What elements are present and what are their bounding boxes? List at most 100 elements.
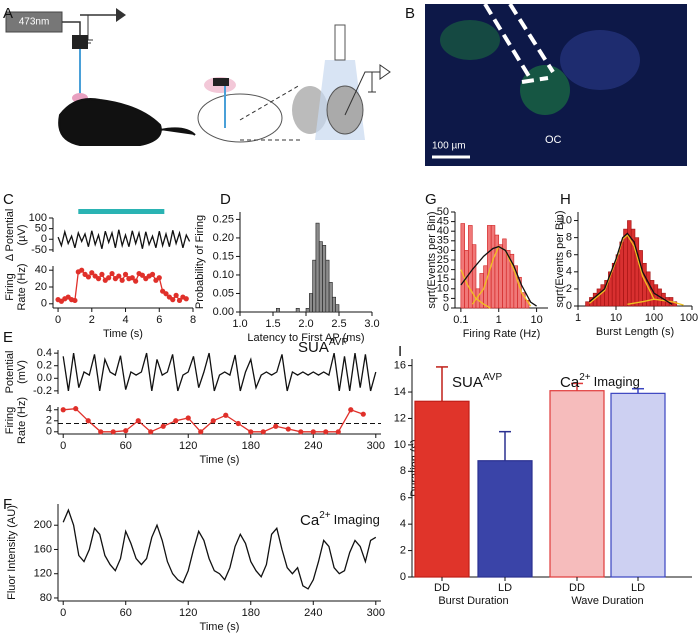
panel-label: A xyxy=(3,5,13,22)
series-line xyxy=(62,508,377,590)
landmark-label: OC xyxy=(545,134,562,146)
objective xyxy=(334,24,346,61)
y-tick-label: 50 xyxy=(437,206,449,218)
marker xyxy=(85,418,91,424)
x-tick-label: 0.1 xyxy=(453,314,468,326)
histogram-bar xyxy=(318,241,323,313)
histogram-bar xyxy=(335,304,340,313)
title-sup: 2+ xyxy=(579,372,591,383)
x-tick-label: 100 xyxy=(645,312,663,324)
x-axis-label: Time (s) xyxy=(200,454,240,466)
y-axis-label: (mV) xyxy=(16,360,28,384)
y-tick-label: 16 xyxy=(394,360,406,372)
marker xyxy=(109,270,115,277)
bar xyxy=(414,400,470,578)
y-axis-label: (µV) xyxy=(16,224,28,245)
marker xyxy=(223,412,229,418)
y-tick-label: 2 xyxy=(400,544,406,556)
y-tick-label: 0.05 xyxy=(213,287,234,299)
y-axis-label: Δ Potential xyxy=(4,209,16,262)
marker xyxy=(248,429,254,435)
mouse xyxy=(58,98,196,146)
chart-title: SUAAVP xyxy=(298,337,348,356)
panel-label: I xyxy=(398,343,402,360)
group-label: Wave Duration xyxy=(571,595,643,607)
x-tick-label: 60 xyxy=(120,607,132,619)
panel-label: E xyxy=(3,329,13,346)
y-axis-label: Probability of Firing xyxy=(194,215,206,309)
y-tick-label: 0.0 xyxy=(37,372,52,384)
marker xyxy=(170,297,176,303)
slice-right xyxy=(326,85,364,135)
marker xyxy=(298,429,304,435)
y-tick-label: 40 xyxy=(35,264,47,276)
y-tick-label: 20 xyxy=(437,264,449,276)
marker xyxy=(60,407,66,413)
x-tick-label: 240 xyxy=(304,440,322,452)
marker xyxy=(183,296,189,302)
y-tick-label: 12 xyxy=(394,412,406,424)
chart-title: Ca2+ Imaging xyxy=(300,510,380,529)
histogram-bar xyxy=(308,293,313,313)
y-tick-label: 6 xyxy=(566,249,572,261)
histogram-bar xyxy=(322,245,327,313)
y-tick-label: 25 xyxy=(437,254,449,266)
x-axis-label: Firing Rate (Hz) xyxy=(463,328,541,340)
histogram-bar xyxy=(615,254,621,307)
marker xyxy=(260,429,266,435)
histogram-bar xyxy=(328,282,333,313)
y-tick-label: 10 xyxy=(394,439,406,451)
brain-implant xyxy=(213,78,229,86)
y-tick-label: 35 xyxy=(437,235,449,247)
y-tick-label: 30 xyxy=(437,244,449,256)
title-text: SUA xyxy=(452,374,483,391)
x-tick-label: 8 xyxy=(190,314,196,326)
histogram-bar xyxy=(490,225,496,309)
electrode xyxy=(344,64,391,116)
marker xyxy=(135,418,141,424)
x-tick-label: 2 xyxy=(89,314,95,326)
marker xyxy=(72,297,78,304)
y-tick-label: 15 xyxy=(437,273,449,285)
x-tick-label: 10 xyxy=(530,314,542,326)
x-tick-label: 2.0 xyxy=(298,318,313,330)
histogram-bar xyxy=(600,284,605,307)
y-axis-label: Firing xyxy=(4,407,16,435)
x-axis-label: Time (s) xyxy=(200,621,240,633)
title-rest: Imaging xyxy=(594,374,640,389)
y-tick-label: 0.10 xyxy=(213,269,234,281)
marker xyxy=(173,418,179,424)
title-text: Ca xyxy=(560,374,580,391)
title-sup: AVP xyxy=(483,372,503,383)
x-tick-label: 120 xyxy=(179,440,197,452)
y-tick-label: 0.25 xyxy=(213,213,234,225)
x-tick-label: LD xyxy=(631,582,645,594)
marker xyxy=(173,292,179,298)
histogram-bar xyxy=(468,225,473,309)
panel-label: F xyxy=(3,496,12,513)
bar xyxy=(477,460,533,578)
x-tick-label: 120 xyxy=(179,607,197,619)
x-tick-label: 1.5 xyxy=(265,318,280,330)
histogram-bar xyxy=(315,222,320,313)
title-sup: 2+ xyxy=(319,510,331,521)
marker xyxy=(85,274,92,280)
panel-label: D xyxy=(220,191,231,208)
marker xyxy=(156,275,162,281)
y-axis-label: Fluor Intensity (AU) xyxy=(6,505,18,600)
histogram-bar xyxy=(305,307,310,313)
y-tick-label: 0.15 xyxy=(213,250,234,262)
y-tick-label: 20 xyxy=(35,281,47,293)
y-tick-label: 0 xyxy=(443,302,449,314)
histogram-bar xyxy=(619,241,624,307)
histogram-bar xyxy=(460,223,465,309)
marker xyxy=(89,270,95,276)
x-axis-label: Latency to First AP (ms) xyxy=(247,332,364,344)
title-text: SUA xyxy=(298,339,329,356)
x-tick-label: LD xyxy=(498,582,512,594)
x-tick-label: 4 xyxy=(122,314,128,326)
signal xyxy=(520,65,570,115)
x-tick-label: 0 xyxy=(60,440,66,452)
x-axis-label: Time (s) xyxy=(103,328,143,340)
marker xyxy=(323,429,329,435)
